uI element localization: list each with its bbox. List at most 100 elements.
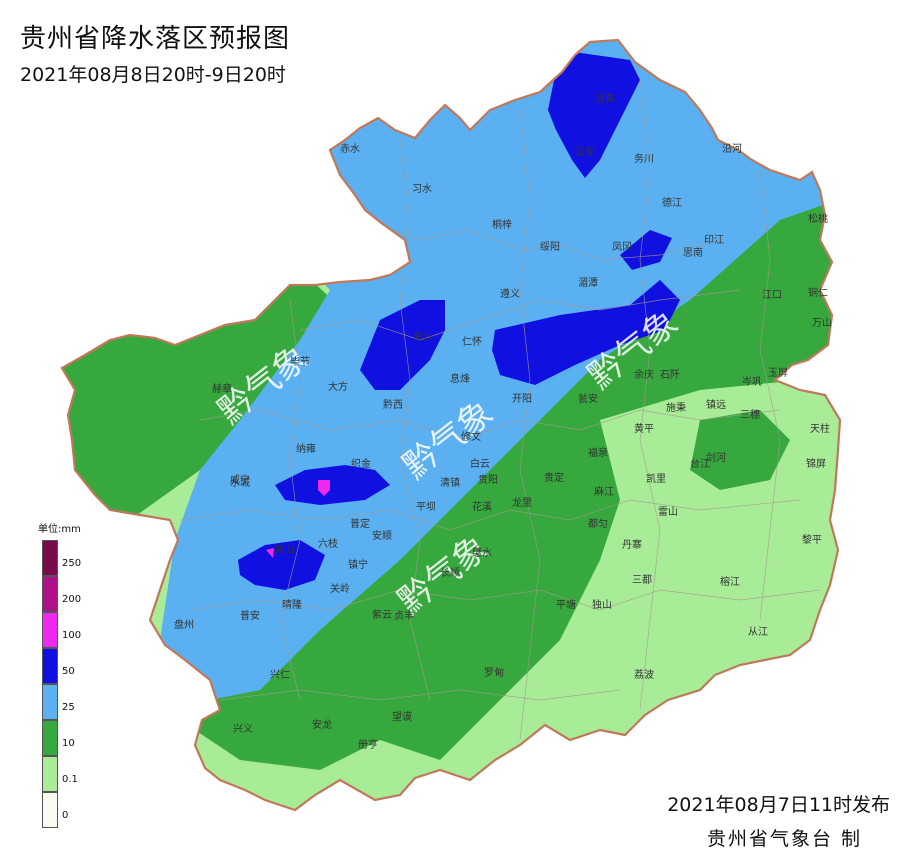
city-label: 贵定 [544, 471, 564, 484]
zone-blue-north [548, 50, 640, 178]
legend-label-1: 200 [62, 594, 82, 605]
legend-label-6: 0.1 [62, 774, 78, 785]
city-label: 遵义 [500, 287, 520, 300]
city-label: 白云 [470, 457, 490, 470]
city-label: 长顺 [440, 567, 460, 579]
city-label: 玉屏 [768, 367, 788, 379]
zone-light-green-southeast [540, 380, 840, 740]
legend-swatch-4 [42, 684, 58, 720]
city-label: 安顺 [372, 529, 392, 542]
city-label: 仁怀 [462, 336, 482, 348]
legend-swatch-7 [42, 792, 58, 828]
zone-blue-zunyi [492, 280, 680, 385]
city-label: 六枝 [318, 537, 338, 550]
city-label: 龙里 [512, 496, 532, 509]
zone-blue-liuzhi [238, 540, 325, 590]
city-label: 盘州 [174, 618, 194, 631]
zone-blue-zhijin [275, 465, 390, 505]
legend-swatch-3 [42, 648, 58, 684]
city-label: 册亨 [358, 738, 378, 751]
zone-magenta-liuzhi [266, 548, 274, 558]
city-label: 思南 [683, 246, 703, 259]
province-border [60, 38, 842, 812]
city-label: 剑河 [706, 451, 726, 464]
county-borders [179, 79, 821, 741]
zone-blue-qianxi [360, 300, 445, 390]
city-label: 江口 [762, 289, 782, 301]
city-label: 关岭 [330, 582, 350, 595]
city-label: 水城 [230, 477, 250, 489]
city-label: 兴仁 [270, 669, 290, 681]
legend-label-7: 0 [62, 810, 69, 821]
zone-green-patch [690, 410, 790, 490]
city-label: 德江 [662, 196, 682, 209]
legend-swatch-2 [42, 612, 58, 648]
city-label: 福泉 [588, 446, 608, 459]
city-label: 普安 [240, 609, 260, 622]
legend-label-5: 10 [62, 738, 75, 749]
zone-magenta-zhijin [318, 480, 330, 496]
map-subtitle: 2021年08月8日20时-9日20时 [20, 64, 286, 86]
city-label: 修文 [461, 430, 481, 443]
city-label: 平塘 [556, 598, 576, 611]
city-label: 都匀 [588, 518, 608, 530]
city-label: 望谟 [392, 710, 412, 723]
city-label: 平坝 [416, 501, 436, 513]
city-label: 镇宁 [348, 558, 368, 571]
legend-swatch-1 [42, 576, 58, 612]
city-label: 贞丰 [394, 609, 414, 622]
city-label: 榕江 [720, 575, 740, 588]
city-label: 桐梓 [492, 218, 512, 231]
city-label: 钟山 [274, 543, 294, 556]
city-label: 松桃 [808, 212, 828, 225]
legend-label-4: 25 [62, 702, 75, 713]
city-label: 普定 [350, 517, 370, 530]
city-label: 丹寨 [622, 538, 642, 551]
legend-swatch-5 [42, 720, 58, 756]
city-label: 石阡 [660, 369, 680, 381]
zone-blue-fenggang [620, 230, 672, 270]
city-label: 威宁 [230, 473, 250, 486]
legend-label-0: 250 [62, 558, 82, 569]
city-label: 正安 [575, 145, 595, 158]
city-label: 惠水 [472, 546, 492, 559]
city-label: 沿河 [722, 143, 742, 155]
city-label: 黔西 [383, 398, 403, 411]
city-label: 紫云 [372, 609, 392, 621]
city-label: 黄平 [634, 422, 654, 435]
city-label: 息烽 [450, 372, 470, 385]
city-label: 清镇 [440, 476, 460, 489]
city-label: 大方 [328, 380, 348, 393]
city-label: 岑巩 [742, 376, 762, 388]
city-label: 习水 [412, 183, 432, 195]
city-label: 织金 [351, 457, 371, 470]
city-label: 天柱 [810, 422, 830, 435]
city-label: 赫章 [212, 382, 232, 395]
city-label: 湄潭 [578, 277, 598, 289]
city-label: 务川 [634, 152, 654, 165]
city-label: 兴义 [233, 723, 253, 735]
city-label: 凯里 [646, 472, 666, 485]
city-label: 晴隆 [282, 598, 302, 611]
city-label: 从江 [748, 626, 768, 638]
legend-swatch-0 [42, 540, 58, 576]
city-label: 瓮安 [578, 392, 598, 405]
city-label: 余庆 [634, 368, 654, 381]
issue-time: 2021年08月7日11时发布 [667, 794, 890, 816]
city-label: 罗甸 [484, 666, 504, 679]
city-label: 荔波 [634, 668, 654, 681]
city-label: 万山 [812, 317, 832, 329]
city-label: 麻江 [594, 485, 614, 498]
city-label: 锦屏 [806, 457, 826, 470]
city-label: 独山 [592, 598, 612, 611]
city-label: 绥阳 [540, 241, 560, 253]
city-label: 镇远 [706, 398, 726, 411]
city-label: 黎平 [802, 533, 822, 546]
city-label: 纳雍 [296, 442, 316, 455]
city-label: 毕节 [290, 355, 310, 368]
city-label: 贵阳 [478, 473, 498, 486]
city-label: 花溪 [472, 500, 492, 513]
city-label: 台江 [690, 457, 710, 470]
